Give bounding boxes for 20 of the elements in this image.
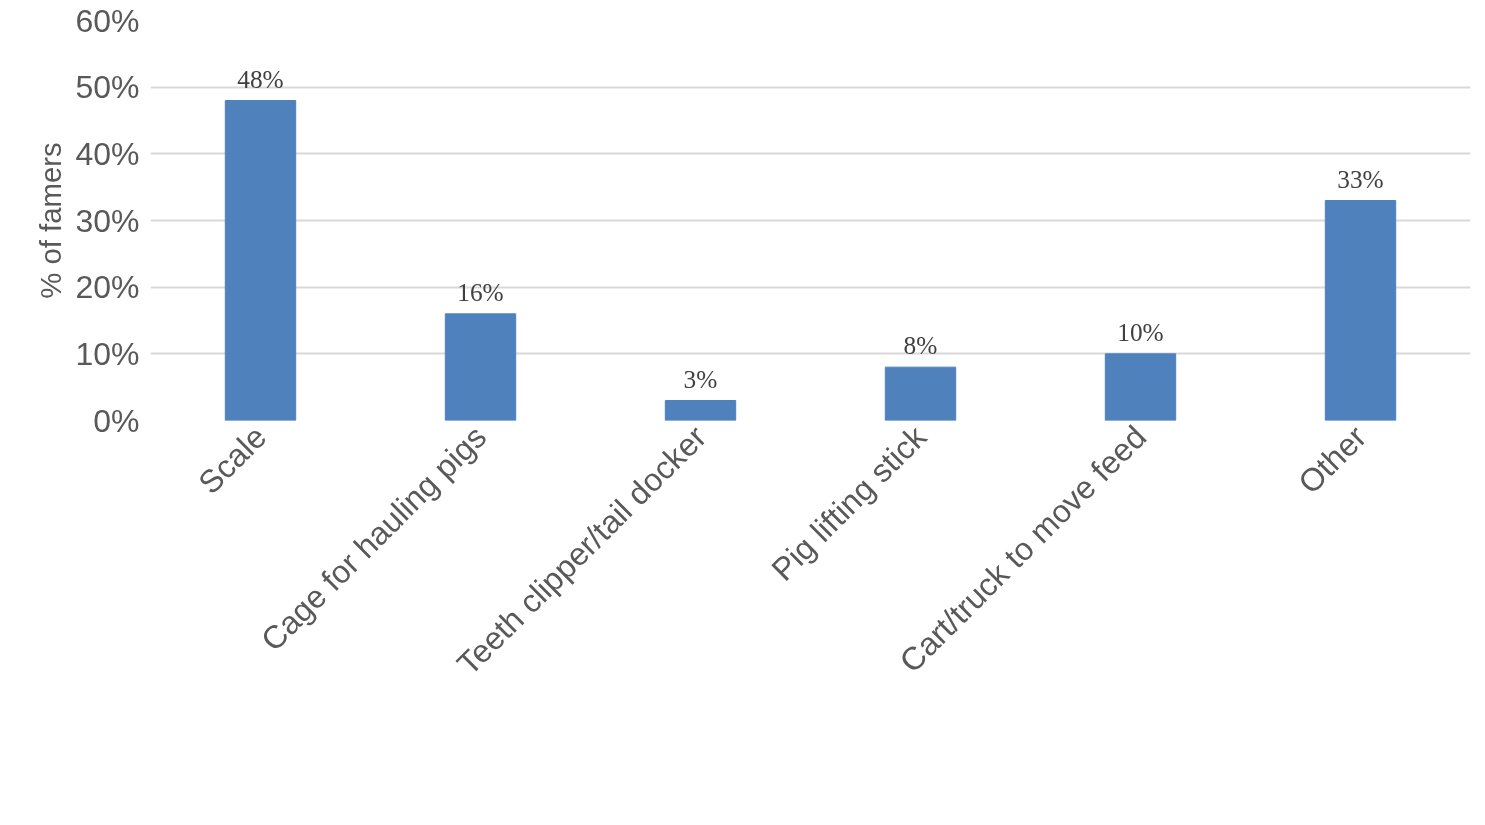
y-tick-label: 50% (75, 69, 140, 106)
y-tick-label: 0% (93, 402, 140, 439)
data-label: 48% (237, 64, 284, 93)
y-tick-label: 20% (75, 269, 140, 306)
data-label: 8% (903, 331, 938, 360)
data-label: 10% (1117, 317, 1164, 346)
bar (884, 366, 957, 421)
data-label: 33% (1337, 164, 1384, 193)
data-label: 16% (457, 277, 504, 306)
y-tick-label: 60% (75, 2, 140, 39)
data-label: 3% (683, 364, 718, 393)
y-axis-title: % of famers (34, 142, 68, 299)
bar (224, 100, 297, 421)
y-tick-label: 10% (75, 335, 140, 372)
bar (1324, 200, 1397, 421)
y-tick-label: 30% (75, 202, 140, 239)
y-tick-label: 40% (75, 135, 140, 172)
bar (1104, 353, 1177, 421)
bar (444, 313, 517, 421)
bar (664, 400, 737, 421)
